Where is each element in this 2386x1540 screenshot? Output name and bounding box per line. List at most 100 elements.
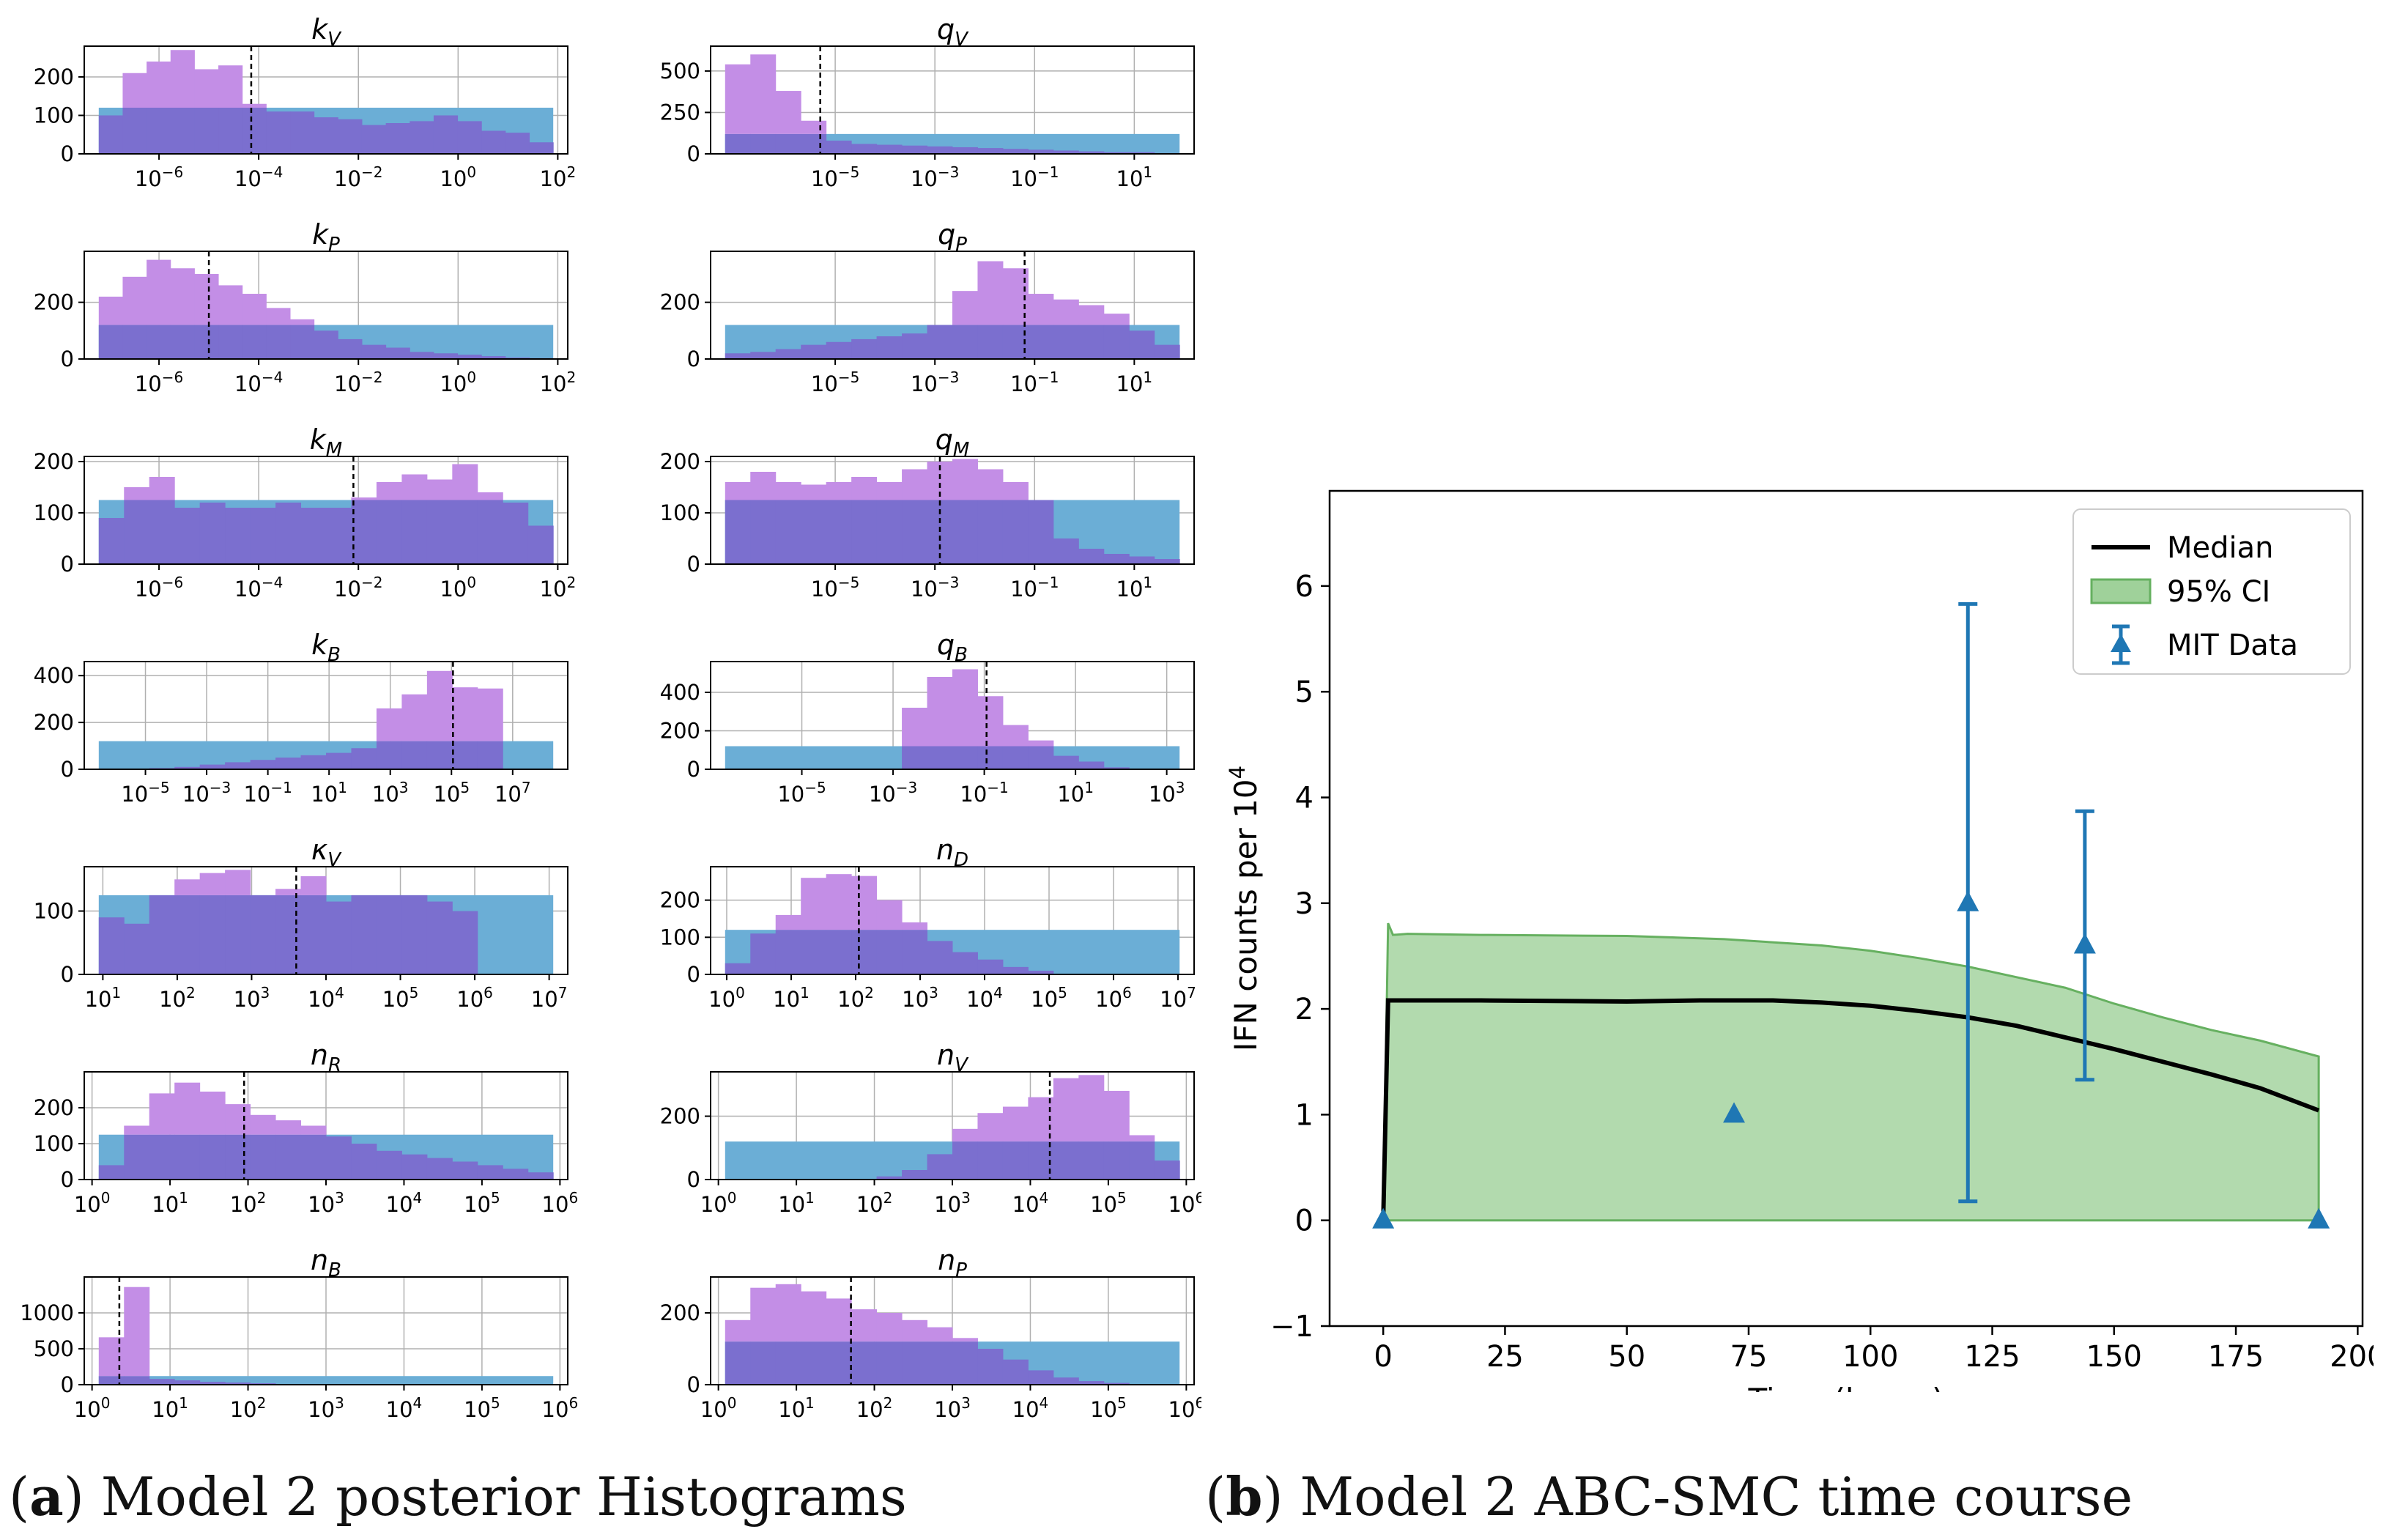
overlap-bar xyxy=(1103,152,1130,154)
posterior-bar xyxy=(124,487,150,500)
overlap-bar xyxy=(124,923,150,974)
y-tick-label: 200 xyxy=(660,719,700,744)
posterior-bar xyxy=(426,479,453,500)
overlap-bar xyxy=(1129,330,1155,359)
overlap-bar xyxy=(477,1165,503,1180)
x-tick-label: 105 xyxy=(1090,1394,1127,1422)
overlap-bar xyxy=(1078,1141,1105,1180)
x-tick-label: 25 xyxy=(1486,1340,1524,1374)
posterior-bar xyxy=(1078,1075,1105,1142)
overlap-bar xyxy=(326,752,352,769)
overlap-bar xyxy=(505,133,530,154)
overlap-bar xyxy=(902,333,928,359)
x-tick-label: 10−1 xyxy=(1010,574,1059,601)
overlap-bar xyxy=(750,352,777,359)
x-tick-label: 101 xyxy=(311,779,347,807)
overlap-bar xyxy=(1053,1377,1079,1385)
x-tick-label: 105 xyxy=(382,984,419,1012)
caption-b: (b) Model 2 ABC-SMC time course xyxy=(1205,1465,2133,1528)
overlap-bar xyxy=(1028,149,1054,154)
posterior-bar xyxy=(242,294,267,325)
x-tick-label: 100 xyxy=(440,163,476,191)
overlap-bar xyxy=(351,895,377,974)
posterior-bar xyxy=(401,694,428,741)
overlap-bar xyxy=(326,508,352,564)
overlap-bar xyxy=(225,762,251,769)
y-tick-label: 500 xyxy=(34,1336,74,1361)
ci-band xyxy=(1382,922,2320,1222)
overlap-bar xyxy=(98,1165,125,1180)
posterior-bar xyxy=(149,1093,175,1135)
overlap-bar xyxy=(952,746,978,769)
x-tick-label: 125 xyxy=(1964,1340,2020,1374)
y-tick-label: 100 xyxy=(34,103,74,128)
overlap-bar xyxy=(122,108,147,154)
posterior-bar xyxy=(750,472,777,500)
panel-title: qV xyxy=(937,13,969,51)
overlap-bar xyxy=(426,500,453,564)
panel-title: nR xyxy=(311,1039,341,1076)
x-tick-label: 101 xyxy=(1116,163,1153,191)
y-tick-label: 6 xyxy=(1295,570,1314,604)
posterior-bar xyxy=(122,73,147,108)
overlap-bar xyxy=(927,1341,953,1385)
overlap-bar xyxy=(826,500,852,564)
overlap-bar xyxy=(977,1141,1004,1180)
plot-frame xyxy=(710,661,1195,770)
y-tick-label: 200 xyxy=(660,1300,700,1325)
x-tick-label: 10−2 xyxy=(334,574,382,601)
x-tick-label: 102 xyxy=(540,163,577,191)
x-tick-label: 101 xyxy=(778,1394,815,1422)
prior-bar xyxy=(98,1376,554,1385)
overlap-bar xyxy=(876,336,903,359)
posterior-bar xyxy=(250,1114,276,1135)
overlap-bar xyxy=(977,148,1004,154)
overlap-bar xyxy=(218,325,243,359)
x-tick-label: 105 xyxy=(464,1394,500,1422)
legend-data-marker xyxy=(2111,634,2131,652)
posterior-bar xyxy=(147,259,171,325)
overlap-bar xyxy=(1129,1141,1155,1180)
overlap-bar xyxy=(1002,746,1029,769)
posterior-bar xyxy=(826,874,852,930)
overlap-bar xyxy=(174,508,201,564)
x-tick-label: 100 xyxy=(74,1394,111,1422)
overlap-bar xyxy=(351,1144,377,1180)
overlap-bar xyxy=(147,325,171,359)
overlap-bar xyxy=(225,1382,251,1385)
overlap-bar xyxy=(503,1169,529,1180)
x-tick-label: 102 xyxy=(540,574,577,601)
plot-frame xyxy=(710,456,1195,565)
x-tick-label: 106 xyxy=(542,1394,579,1422)
y-axis-label: IFN counts per 104 xyxy=(1225,766,1264,1051)
y-tick-label: 200 xyxy=(660,290,700,315)
posterior-bar xyxy=(750,1287,777,1342)
y-tick-label: 200 xyxy=(660,1104,700,1129)
x-tick-label: 107 xyxy=(1160,984,1196,1012)
overlap-bar xyxy=(361,344,387,359)
overlap-bar xyxy=(410,352,434,359)
overlap-bar xyxy=(902,145,928,154)
data-marker xyxy=(1372,1207,1395,1229)
posterior-bar xyxy=(199,1091,226,1135)
panel-title: kB xyxy=(311,629,341,666)
posterior-bar xyxy=(194,69,219,108)
y-tick-label: 200 xyxy=(34,290,74,315)
posterior-bar xyxy=(902,1319,928,1342)
overlap-bar xyxy=(977,959,1004,974)
overlap-bar xyxy=(199,895,226,974)
posterior-bar xyxy=(124,1287,150,1377)
posterior-bar xyxy=(952,459,978,500)
overlap-bar xyxy=(927,325,953,359)
overlap-bar xyxy=(876,1341,903,1385)
posterior-bar xyxy=(225,870,251,895)
overlap-bar xyxy=(376,741,402,769)
overlap-bar xyxy=(452,911,478,974)
overlap-bar xyxy=(338,119,363,154)
posterior-bar xyxy=(426,670,453,741)
posterior-bar xyxy=(902,708,928,747)
x-tick-label: 10−2 xyxy=(334,163,382,191)
posterior-bar xyxy=(725,1319,751,1342)
overlap-bar xyxy=(826,341,852,359)
